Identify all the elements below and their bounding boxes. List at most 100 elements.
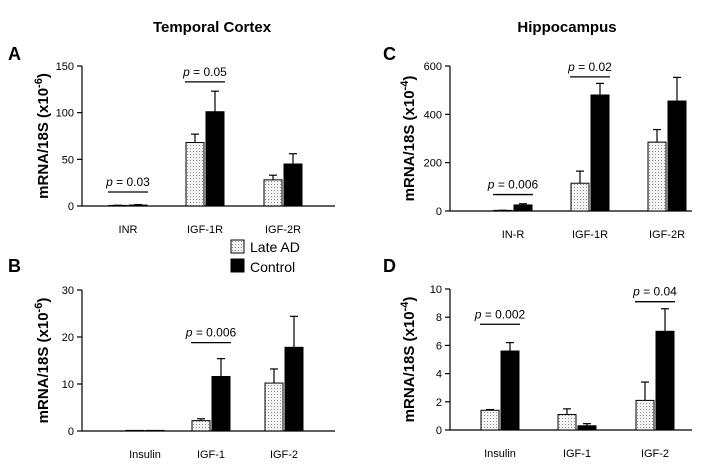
p-symbol: p <box>487 178 495 192</box>
bar-control <box>128 204 148 207</box>
y-tick-label: 30 <box>62 285 74 297</box>
x-category-label: IGF-1R <box>187 224 223 236</box>
legend-label-control: Control <box>250 259 295 275</box>
p-symbol: p <box>185 326 193 340</box>
panel-d: 0 2 4 6 8 10 mRNA/18S (x10-4) Insulin IGF-1 IGF-2… <box>399 284 692 460</box>
y-tick-label: 20 <box>62 332 74 344</box>
y-tick-label: 0 <box>68 201 74 213</box>
y-tick-label: 0 <box>436 425 442 437</box>
bar-control <box>655 330 675 431</box>
p-symbol: p <box>632 285 640 299</box>
p-value-label: p = 0.04 <box>632 285 677 299</box>
x-category-label: IGF-2 <box>641 448 669 460</box>
y-tick-label: 0 <box>68 426 74 438</box>
legend-swatch-control <box>230 258 245 273</box>
y-axis-label-close: ) <box>401 297 418 302</box>
y-tick-label: 600 <box>424 61 442 73</box>
panel-letter-c: C <box>383 44 396 64</box>
y-axis-label: mRNA/18S (x10-6) <box>33 298 52 424</box>
x-category-label: IGF-1 <box>563 448 591 460</box>
y-axis-label-exponent: -4 <box>399 301 411 312</box>
p-symbol: p <box>474 307 482 321</box>
y-axis-label: mRNA/18S (x10-4) <box>399 297 418 423</box>
y-tick-label: 10 <box>430 284 442 296</box>
bar-late-ad <box>264 382 284 432</box>
legend-label-late-ad: Late AD <box>250 239 300 255</box>
x-category-label: IGF-2 <box>270 449 298 461</box>
y-axis-label-base: mRNA/18S (x10 <box>401 90 418 201</box>
bar-late-ad <box>125 429 145 432</box>
x-category-label: Insulin <box>129 449 161 461</box>
column-title-temporal-cortex: Temporal Cortex <box>153 19 272 36</box>
p-value-text: = 0.006 <box>192 326 236 340</box>
bar-control <box>500 350 520 431</box>
bar-late-ad <box>185 142 205 207</box>
panel-b: 0 10 20 30 mRNA/18S (x10-6) Insulin IGF-1 IGF-2… <box>33 285 335 461</box>
legend-swatch-late-ad <box>230 239 245 254</box>
y-axis-label-close: ) <box>35 73 52 78</box>
x-category-label: IGF-2R <box>649 229 685 241</box>
panel-a: 0 50 100 150 mRNA/18S (x10-6) INR IGF-1R IGF-2R… <box>33 61 335 236</box>
bar-late-ad <box>570 182 590 212</box>
x-category-label: Insulin <box>484 448 516 460</box>
panel-c: 0 200 400 600 mRNA/18S (x10-4) IN-R IGF-1R IGF-… <box>399 60 692 241</box>
bar-control <box>205 111 225 207</box>
y-tick-label: 2 <box>436 397 442 409</box>
x-category-label: IN-R <box>502 229 525 241</box>
x-category-label: IGF-1R <box>572 229 608 241</box>
y-axis-label-base: mRNA/18S (x10 <box>35 312 52 423</box>
panel-letter-a: A <box>8 44 21 64</box>
y-axis-label: mRNA/18S (x10-6) <box>33 73 52 199</box>
y-tick-label: 150 <box>56 61 74 73</box>
y-tick-label: 0 <box>436 206 442 218</box>
p-value-label: p = 0.006 <box>185 326 237 340</box>
x-category-label: IGF-2R <box>265 224 301 236</box>
bar-control <box>283 163 303 207</box>
bar-late-ad <box>635 399 655 431</box>
bar-late-ad <box>263 179 283 207</box>
y-axis-label-exponent: -6 <box>33 303 45 313</box>
y-tick-label: 100 <box>56 108 74 120</box>
y-tick-label: 400 <box>424 109 442 121</box>
bar-control <box>577 425 597 431</box>
p-value-label: p = 0.02 <box>567 60 612 74</box>
y-axis-label-base: mRNA/18S (x10 <box>401 311 418 422</box>
x-category-label: INR <box>119 224 138 236</box>
p-value-label: p = 0.002 <box>474 307 526 321</box>
p-value-text: = 0.002 <box>481 307 525 321</box>
panel-letter-b: B <box>8 256 21 276</box>
p-value-text: = 0.04 <box>640 285 677 299</box>
bar-late-ad <box>191 420 211 432</box>
p-value-label: p = 0.03 <box>105 175 150 189</box>
p-value-label: p = 0.006 <box>487 178 539 192</box>
y-tick-label: 8 <box>436 312 442 324</box>
bar-control <box>513 204 533 212</box>
y-tick-label: 200 <box>424 158 442 170</box>
y-axis-label-base: mRNA/18S (x10 <box>35 88 52 199</box>
y-tick-label: 6 <box>436 340 442 352</box>
y-axis-label-close: ) <box>401 76 418 81</box>
bar-control <box>145 429 165 432</box>
panel-letter-d: D <box>383 256 396 276</box>
p-value-label: p = 0.05 <box>182 65 227 79</box>
y-axis-label: mRNA/18S (x10-4) <box>399 76 418 202</box>
x-category-label: IGF-1 <box>197 449 225 461</box>
p-value-text: = 0.03 <box>113 175 150 189</box>
p-value-text: = 0.05 <box>190 65 227 79</box>
bar-control <box>590 94 610 212</box>
bar-late-ad <box>557 413 577 431</box>
y-axis-label-close: ) <box>35 298 52 303</box>
p-symbol: p <box>567 60 575 74</box>
p-value-text: = 0.006 <box>494 178 538 192</box>
legend: Late AD Control <box>230 239 300 275</box>
column-title-hippocampus: Hippocampus <box>517 19 616 36</box>
p-symbol: p <box>182 65 190 79</box>
bar-control <box>284 346 304 432</box>
p-value-text: = 0.02 <box>575 60 612 74</box>
bar-control <box>211 375 231 432</box>
y-tick-label: 10 <box>62 379 74 391</box>
y-axis-label-exponent: -6 <box>33 78 45 88</box>
bar-control <box>667 100 687 212</box>
bar-late-ad <box>647 141 667 212</box>
